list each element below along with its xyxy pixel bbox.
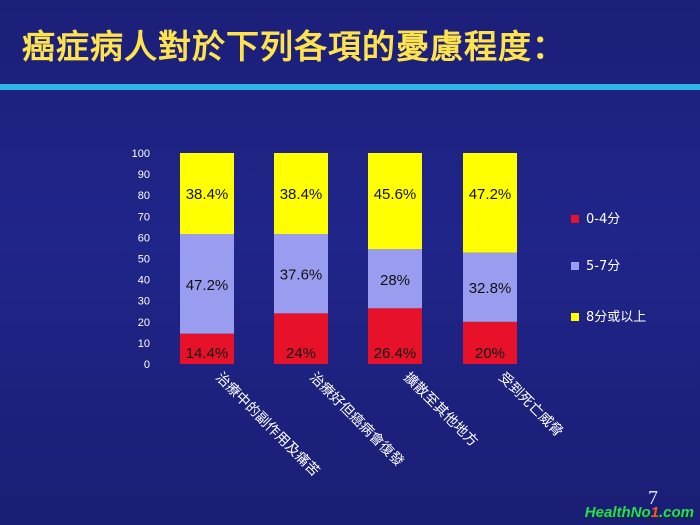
category-label: 受到死亡威脅	[495, 370, 566, 441]
bar-segment	[180, 234, 234, 334]
data-label: 20%	[475, 345, 505, 362]
slide-title: 癌症病人對於下列各項的憂慮程度：	[22, 27, 566, 66]
data-label: 37.6%	[280, 267, 323, 284]
data-label: 45.6%	[374, 186, 417, 203]
y-tick-label: 30	[138, 296, 150, 308]
bar-segment	[463, 252, 517, 322]
bar-segment	[274, 234, 328, 314]
y-tick-label: 40	[138, 275, 150, 287]
bars	[180, 153, 517, 364]
bar-segment	[180, 333, 234, 364]
bar-segment	[368, 308, 422, 364]
y-tick-label: 70	[138, 211, 150, 223]
category-label: 擴散至其他地方	[400, 369, 481, 450]
legend-label: 0-4分	[586, 212, 620, 227]
legend: 0-4分 5-7分 8分或以上	[571, 212, 646, 325]
watermark-suffix: .com	[658, 504, 694, 521]
y-tick-label: 90	[138, 169, 150, 181]
data-labels: 14.4% 47.2% 38.4% 24% 37.6% 38.4% 26.4% 28% 45.6…	[186, 186, 512, 362]
data-label: 24%	[286, 345, 316, 362]
y-tick-label: 80	[138, 190, 150, 202]
watermark-accent: 1	[650, 504, 659, 521]
bar-segment	[368, 153, 422, 250]
bar-segment	[180, 153, 234, 235]
category-label: 治療好但癌病會復發	[306, 369, 407, 470]
legend-swatch	[571, 262, 579, 270]
watermark-logo: HealthNo1.com	[585, 504, 694, 521]
data-label: 14.4%	[186, 345, 229, 362]
bar-segment	[368, 249, 422, 309]
y-tick-label: 10	[138, 338, 150, 350]
data-label: 47.2%	[469, 186, 512, 203]
y-tick-label: 0	[144, 359, 150, 371]
y-tick-label: 60	[138, 232, 150, 244]
legend-label: 8分或以上	[586, 310, 646, 325]
data-label: 32.8%	[469, 280, 512, 297]
y-tick-label: 50	[138, 254, 150, 266]
legend-label: 5-7分	[586, 259, 620, 274]
title-underline	[0, 84, 700, 90]
category-label: 治療中的副作用及痛苦	[212, 369, 323, 480]
y-axis-ticks: 0 10 20 30 40 50 60 70 80 90 100	[132, 148, 150, 371]
legend-swatch	[571, 215, 579, 223]
y-tick-label: 20	[138, 317, 150, 329]
data-label: 38.4%	[280, 186, 323, 203]
bar-segment	[463, 153, 517, 253]
data-label: 28%	[380, 272, 410, 289]
y-tick-label: 100	[132, 148, 150, 160]
data-label: 38.4%	[186, 186, 229, 203]
data-label: 47.2%	[186, 277, 229, 294]
page-number: 7	[648, 487, 658, 509]
data-label: 26.4%	[374, 345, 417, 362]
watermark-text: HealthNo	[584, 504, 651, 521]
bar-segment	[274, 313, 328, 364]
legend-swatch	[571, 313, 579, 321]
bar-segment	[463, 321, 517, 364]
bar-segment	[274, 153, 328, 235]
